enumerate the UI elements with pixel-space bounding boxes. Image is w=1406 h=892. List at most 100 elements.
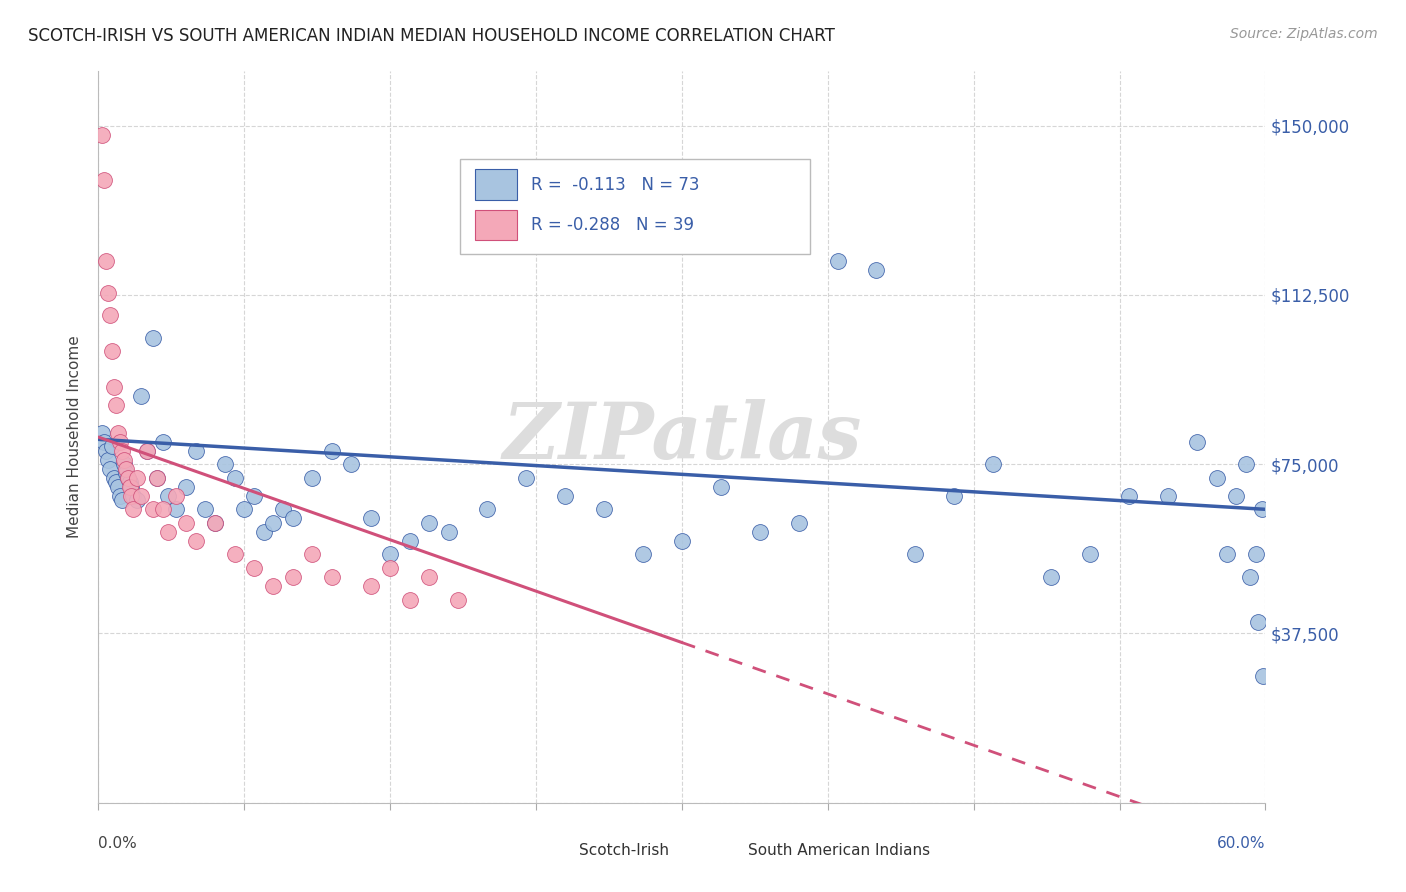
Point: [136, 443, 159, 458]
Point: [281, 570, 304, 584]
Point: [865, 263, 887, 277]
Point: [112, 452, 135, 467]
Point: [1040, 570, 1063, 584]
Point: [554, 489, 576, 503]
Point: [121, 489, 143, 503]
Point: [233, 502, 256, 516]
Point: [1234, 457, 1257, 471]
Point: [103, 380, 125, 394]
Point: [204, 516, 226, 530]
Point: [136, 443, 159, 458]
Point: [224, 548, 246, 562]
Point: [91, 128, 114, 142]
Point: [117, 471, 139, 485]
Point: [748, 524, 770, 539]
Point: [101, 344, 124, 359]
Point: [96, 443, 118, 458]
Text: 0.0%: 0.0%: [98, 836, 138, 851]
Point: [127, 493, 149, 508]
Point: [98, 461, 121, 475]
Point: [224, 471, 246, 485]
Point: [1205, 471, 1227, 485]
Point: [1157, 489, 1180, 503]
Point: [1246, 615, 1268, 630]
Point: [97, 452, 120, 467]
Point: [146, 471, 169, 485]
Point: [301, 548, 323, 562]
Point: [1244, 548, 1267, 562]
Text: Scotch-Irish: Scotch-Irish: [579, 843, 669, 858]
Point: [157, 524, 180, 539]
Point: [103, 471, 125, 485]
Point: [827, 254, 849, 268]
Point: [108, 489, 131, 503]
Point: [593, 502, 616, 516]
Text: 60.0%: 60.0%: [1218, 836, 1265, 851]
Point: [243, 489, 266, 503]
Text: R = -0.288   N = 39: R = -0.288 N = 39: [531, 216, 695, 234]
Point: [904, 548, 927, 562]
Point: [152, 502, 174, 516]
Point: [93, 434, 115, 449]
Point: [418, 516, 440, 530]
Point: [122, 502, 145, 516]
Point: [111, 493, 134, 508]
Point: [281, 511, 304, 525]
Point: [114, 461, 136, 475]
Point: [1080, 548, 1102, 562]
Point: [214, 457, 236, 471]
Point: [101, 439, 124, 453]
Point: [943, 489, 966, 503]
Point: [243, 561, 266, 575]
Point: [418, 570, 440, 584]
Text: ZIPatlas: ZIPatlas: [502, 399, 862, 475]
Point: [93, 172, 115, 186]
Y-axis label: Median Household Income: Median Household Income: [67, 335, 83, 539]
Point: [114, 466, 136, 480]
Point: [108, 434, 131, 449]
Text: R =  -0.113   N = 73: R = -0.113 N = 73: [531, 176, 700, 194]
Point: [787, 516, 810, 530]
Point: [340, 457, 363, 471]
Point: [104, 475, 127, 490]
Point: [1253, 669, 1275, 683]
Point: [1225, 489, 1247, 503]
Point: [107, 425, 129, 440]
Point: [380, 561, 402, 575]
Point: [710, 480, 733, 494]
Point: [184, 533, 207, 548]
Point: [1215, 548, 1237, 562]
Point: [360, 579, 382, 593]
Point: [142, 331, 165, 345]
Point: [981, 457, 1004, 471]
Point: [165, 502, 187, 516]
Bar: [475, 210, 517, 240]
Bar: [530, 838, 571, 863]
Bar: [475, 169, 517, 200]
Point: [1118, 489, 1140, 503]
Point: [97, 285, 120, 300]
Point: [253, 524, 276, 539]
Point: [121, 480, 143, 494]
Point: [321, 443, 343, 458]
Text: Source: ZipAtlas.com: Source: ZipAtlas.com: [1230, 27, 1378, 41]
Point: [111, 443, 134, 458]
Point: [129, 489, 152, 503]
Point: [122, 489, 145, 503]
Point: [157, 489, 180, 503]
Point: [118, 475, 141, 490]
Point: [360, 511, 382, 525]
Point: [380, 548, 402, 562]
Point: [437, 524, 460, 539]
Point: [204, 516, 226, 530]
Point: [146, 471, 169, 485]
Point: [96, 254, 118, 268]
Point: [398, 592, 420, 607]
Point: [515, 471, 537, 485]
Point: [174, 516, 197, 530]
Point: [129, 389, 152, 403]
Point: [1239, 570, 1261, 584]
Point: [477, 502, 499, 516]
Point: [142, 502, 165, 516]
Point: [112, 457, 135, 471]
